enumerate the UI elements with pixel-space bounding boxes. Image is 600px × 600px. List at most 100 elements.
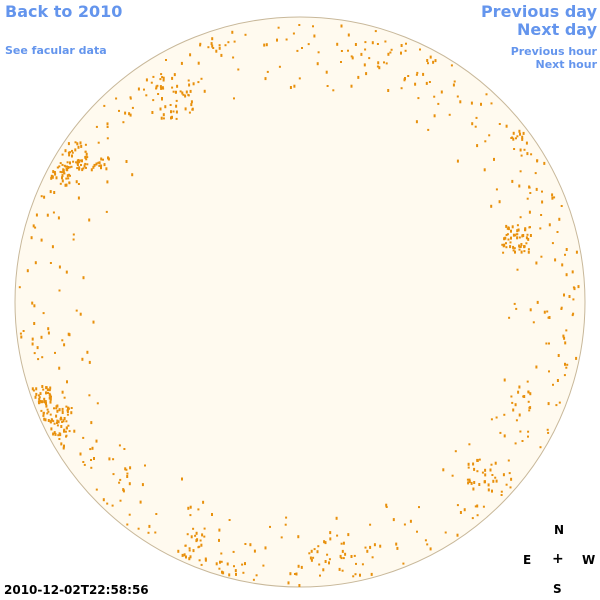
facula-mark [186,533,189,536]
facula-mark [64,165,67,168]
previous-day-link[interactable]: Previous day [480,2,597,21]
facula-mark [124,111,127,115]
facula-mark [56,422,58,424]
facula-mark [252,578,255,581]
facula-mark [552,383,554,386]
facula-mark [108,457,111,461]
facula-mark [210,42,213,46]
facula-mark [483,480,486,484]
facula-mark [20,335,23,339]
facula-mark [57,420,60,424]
facula-mark [192,82,195,86]
facula-mark [301,47,303,49]
facula-mark [508,472,511,475]
facula-mark [565,273,568,277]
facula-mark [530,153,533,156]
facula-mark [564,341,567,345]
facula-mark [316,62,319,66]
facula-mark [79,141,82,145]
facula-mark [80,144,83,148]
facula-mark [98,164,101,167]
facula-mark [52,170,55,174]
facula-mark [227,41,230,44]
facula-mark [505,224,508,228]
facula-mark [546,428,549,431]
facula-mark [34,226,37,229]
next-hour-link[interactable]: Next hour [535,58,598,71]
facula-mark [91,446,94,450]
facula-mark [307,43,310,46]
facula-mark [65,420,68,423]
facula-mark [212,47,215,49]
facula-mark [72,233,75,236]
facula-mark [376,65,379,68]
facula-mark [86,350,89,354]
facula-mark [515,233,518,236]
facula-mark [500,490,503,493]
facula-mark [56,404,59,408]
facula-mark [507,459,510,462]
facula-mark [162,79,165,82]
facula-mark [137,87,140,91]
facula-mark [95,162,98,166]
facula-mark [476,470,479,473]
facula-mark [376,43,379,45]
facula-mark [526,233,529,236]
facula-mark [428,81,431,83]
facula-mark [277,26,280,29]
facula-mark [490,102,493,105]
facular-data-link[interactable]: See facular data [5,44,107,57]
facula-mark [335,516,338,520]
facula-mark [218,567,221,570]
facula-mark [516,135,519,138]
facula-mark [34,261,37,265]
facula-mark [189,89,192,93]
next-day-link[interactable]: Next day [517,20,597,39]
facula-mark [498,123,501,125]
facula-mark [48,389,51,392]
facula-mark [45,391,47,395]
facula-mark [543,161,546,165]
facula-mark [516,236,519,240]
facula-mark [478,483,481,486]
facula-mark [491,489,493,493]
facula-mark [340,50,343,52]
facula-mark [173,73,176,77]
facula-mark [71,151,74,154]
facula-mark [47,327,50,331]
facula-mark [49,400,52,404]
facula-mark [507,227,510,231]
facula-mark [63,417,66,420]
facula-mark [470,481,473,485]
facula-mark [70,407,73,409]
facula-mark [159,85,162,89]
facula-mark [285,516,288,519]
facula-mark [83,164,86,168]
facula-mark [175,99,178,102]
back-to-year-link[interactable]: Back to 2010 [5,2,123,21]
facula-mark [369,545,372,549]
facula-mark [483,168,486,172]
facula-mark [498,200,501,204]
facula-mark [467,466,470,469]
facula-mark [41,356,44,359]
facula-mark [444,531,447,534]
facula-mark [72,160,75,163]
facula-mark [187,506,190,510]
facula-mark [197,81,200,84]
facula-mark [515,137,517,140]
facula-mark [470,101,473,105]
facula-mark [297,564,300,568]
facula-mark [265,43,268,47]
facula-mark [49,386,52,390]
facula-mark [34,395,37,399]
facula-mark [85,158,88,161]
facula-mark [555,404,558,407]
facula-mark [75,161,78,164]
facula-mark [528,226,531,229]
facula-mark [61,163,64,166]
previous-hour-link[interactable]: Previous hour [510,45,597,58]
facula-mark [176,84,179,88]
facula-mark [162,87,165,90]
facula-mark [175,110,178,114]
